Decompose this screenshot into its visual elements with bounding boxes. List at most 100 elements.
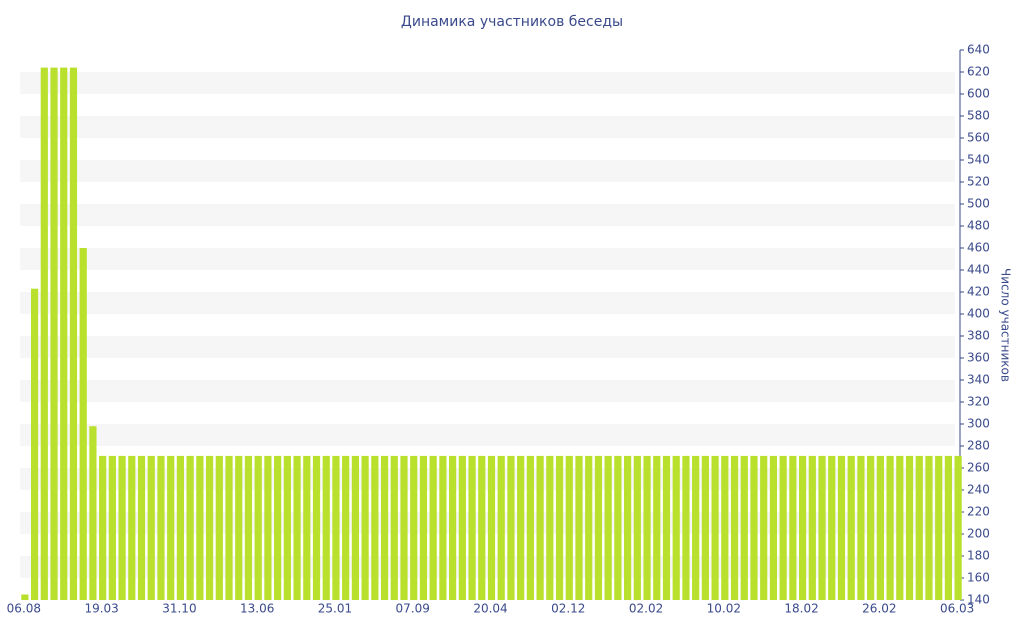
bar xyxy=(662,455,671,600)
bar xyxy=(30,288,39,600)
bar xyxy=(380,455,389,600)
bar xyxy=(585,455,593,600)
bar xyxy=(517,455,525,600)
bar xyxy=(944,455,953,600)
bar xyxy=(458,455,466,600)
grid-band xyxy=(20,116,955,138)
grid-band xyxy=(20,160,955,182)
y-tick-label: 620 xyxy=(967,65,990,79)
bar xyxy=(449,455,457,600)
y-tick-label: 520 xyxy=(967,175,990,189)
bar xyxy=(565,455,573,600)
bar xyxy=(215,455,223,600)
bar xyxy=(925,455,933,600)
bar xyxy=(867,455,875,600)
bar xyxy=(264,455,272,600)
x-tick-label: 13.06 xyxy=(240,602,274,616)
bar xyxy=(439,455,447,600)
bar xyxy=(672,455,680,600)
bar xyxy=(886,455,894,600)
y-tick-label: 580 xyxy=(967,109,990,123)
y-tick-label: 240 xyxy=(967,483,990,497)
x-tick-label: 02.02 xyxy=(629,602,663,616)
bar xyxy=(536,455,544,600)
bar xyxy=(410,455,418,600)
y-tick-label: 460 xyxy=(967,241,990,255)
bar xyxy=(789,455,797,600)
y-tick-label: 640 xyxy=(967,43,990,57)
bar xyxy=(740,455,748,600)
bar xyxy=(89,426,97,600)
y-tick-label: 600 xyxy=(967,87,990,101)
bar xyxy=(935,455,943,600)
grid-band xyxy=(20,204,955,226)
y-tick-label: 380 xyxy=(967,329,990,343)
x-tick-label: 20.04 xyxy=(473,602,507,616)
bar xyxy=(235,455,243,600)
bar xyxy=(429,455,437,600)
bar xyxy=(876,455,884,600)
bar xyxy=(594,455,603,600)
bar xyxy=(575,455,583,600)
y-tick-label: 400 xyxy=(967,307,990,321)
bar xyxy=(614,455,622,600)
bar xyxy=(643,455,651,600)
bar xyxy=(244,455,253,600)
bar xyxy=(50,67,58,601)
y-tick-label: 340 xyxy=(967,373,990,387)
bar xyxy=(60,67,68,601)
x-tick-label: 06.03 xyxy=(940,602,974,616)
grid-band xyxy=(20,72,955,94)
bar xyxy=(322,455,330,600)
bar xyxy=(701,455,709,600)
bar xyxy=(905,455,914,600)
bar xyxy=(487,455,496,600)
bar xyxy=(507,455,515,600)
y-tick-label: 180 xyxy=(967,549,990,563)
bar xyxy=(653,455,661,600)
bar xyxy=(400,455,408,600)
bar xyxy=(857,455,865,600)
y-tick-label: 260 xyxy=(967,461,990,475)
bar xyxy=(837,455,846,600)
bar xyxy=(818,455,826,600)
bar xyxy=(828,455,836,600)
y-tick-label: 500 xyxy=(967,197,990,211)
bar xyxy=(254,455,262,600)
bar xyxy=(682,455,690,600)
bar xyxy=(186,455,194,600)
grid-band xyxy=(20,424,955,446)
y-tick-label: 420 xyxy=(967,285,990,299)
bar xyxy=(225,455,233,600)
bar xyxy=(332,455,340,600)
bar xyxy=(721,455,729,600)
x-tick-label: 06.08 xyxy=(7,602,41,616)
x-tick-label: 31.10 xyxy=(162,602,196,616)
x-tick-label: 07.09 xyxy=(396,602,430,616)
bar xyxy=(692,455,700,600)
bar xyxy=(293,455,301,600)
y-tick-label: 320 xyxy=(967,395,990,409)
bar xyxy=(312,455,321,600)
bar xyxy=(604,455,612,600)
bar xyxy=(79,248,87,600)
bar xyxy=(390,455,398,600)
bar xyxy=(769,455,778,600)
y-tick-label: 480 xyxy=(967,219,990,233)
y-tick-label: 440 xyxy=(967,263,990,277)
bar xyxy=(274,455,282,600)
bar xyxy=(147,455,155,600)
bar xyxy=(176,455,185,600)
y-tick-label: 360 xyxy=(967,351,990,365)
grid-band xyxy=(20,248,955,270)
bar xyxy=(205,455,214,600)
bar xyxy=(779,455,787,600)
bar xyxy=(915,455,923,600)
bar xyxy=(633,455,641,600)
x-tick-label: 10.02 xyxy=(707,602,741,616)
grid-band xyxy=(20,292,955,314)
bar xyxy=(69,67,78,601)
x-tick-label: 25.01 xyxy=(318,602,352,616)
y-tick-label: 140 xyxy=(967,593,990,607)
